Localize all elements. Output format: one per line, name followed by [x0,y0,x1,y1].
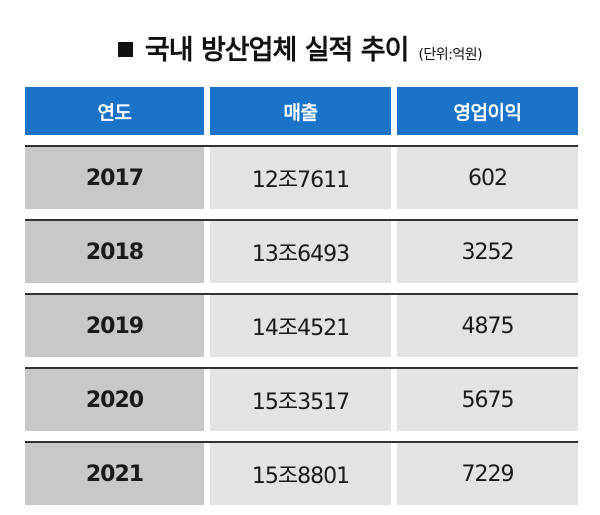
sales-cell: 14조4521 [210,295,391,357]
year-cell: 2021 [25,443,204,505]
table-body: 2017 12조7611 602 2018 13조6493 3252 2019 … [25,145,578,507]
table-row: 2021 15조8801 7229 [25,441,578,507]
year-cell: 2018 [25,221,204,283]
operating-profit-cell: 4875 [397,295,578,357]
header-operating-profit: 영업이익 [397,87,578,135]
table-row: 2020 15조3517 5675 [25,367,578,433]
table-row: 2018 13조6493 3252 [25,219,578,285]
year-cell: 2017 [25,147,204,209]
header-sales: 매출 [210,87,391,135]
operating-profit-cell: 3252 [397,221,578,283]
operating-profit-cell: 5675 [397,369,578,431]
header-year: 연도 [25,87,204,135]
sales-cell: 13조6493 [210,221,391,283]
operating-profit-cell: 7229 [397,443,578,505]
table-header-row: 연도 매출 영업이익 [25,87,578,135]
page-title-row: 국내 방산업체 실적 추이 (단위:억원) [0,28,600,76]
page-title: 국내 방산업체 실적 추이 [144,35,410,66]
table-row: 2017 12조7611 602 [25,145,578,211]
square-bullet-icon [117,42,133,57]
operating-profit-cell: 602 [397,147,578,209]
year-cell: 2019 [25,295,204,357]
year-cell: 2020 [25,369,204,431]
sales-cell: 12조7611 [210,147,391,209]
sales-cell: 15조3517 [210,369,391,431]
sales-cell: 15조8801 [210,443,391,505]
table-row: 2019 14조4521 4875 [25,293,578,359]
performance-table: 연도 매출 영업이익 2017 12조7611 602 2018 13조6493… [25,87,578,515]
unit-label: (단위:억원) [418,47,483,63]
